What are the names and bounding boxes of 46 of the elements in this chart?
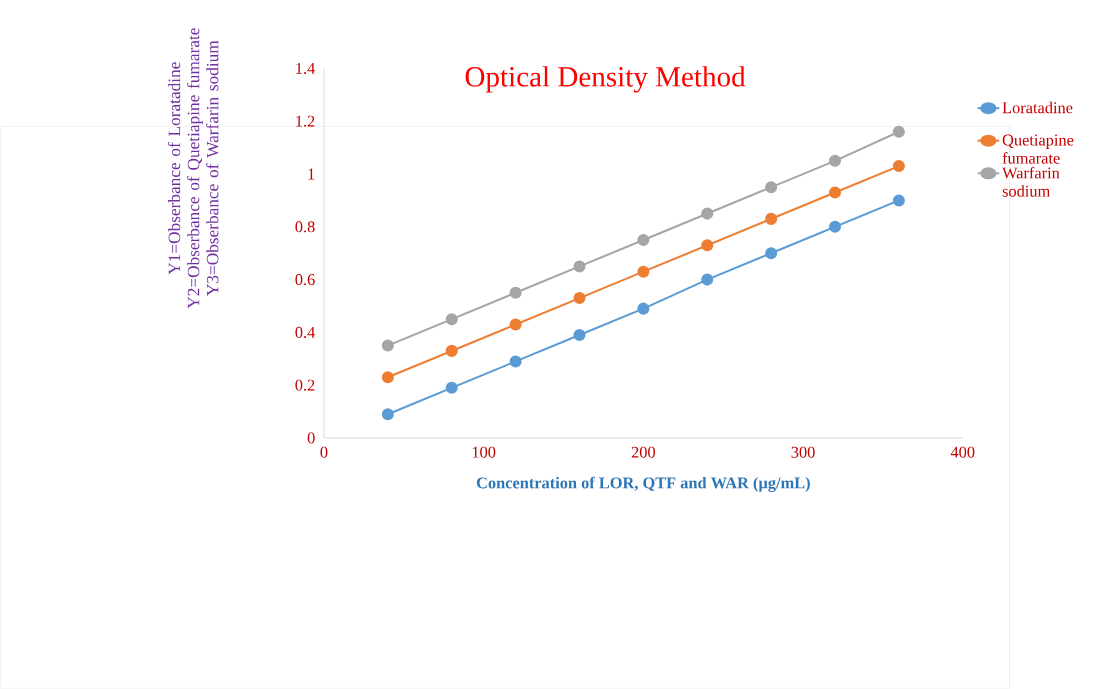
point <box>701 207 714 220</box>
point <box>509 318 522 331</box>
point <box>765 213 778 226</box>
y-tick-label: 1.2 <box>296 115 315 127</box>
point <box>573 329 586 342</box>
x-tick-label: 200 <box>631 446 656 458</box>
point <box>828 220 842 234</box>
x-tick-label: 300 <box>791 446 815 458</box>
point <box>637 234 650 247</box>
point <box>445 345 458 358</box>
point <box>445 313 458 326</box>
point <box>509 355 522 368</box>
legend-label: Warfarin sodium <box>1002 167 1060 197</box>
x-axis-title: Concentration of LOR, QTF and WAR (µg/mL) <box>476 476 810 493</box>
point <box>381 408 394 421</box>
legend-label: Quetiapine fumarate <box>1002 134 1074 164</box>
y-tick-label: 0 <box>307 432 315 444</box>
point <box>828 154 842 168</box>
y-axis-title: Y1=Obserbance of Loratadine Y2=Obserbance of Quetiapine fumarate Y3=Obserbance of Warfarin sodium <box>167 28 219 309</box>
x-tick-label: 0 <box>320 446 328 458</box>
point <box>637 265 650 278</box>
point <box>381 371 394 384</box>
x-tick-label: 100 <box>472 446 496 458</box>
point <box>892 160 905 173</box>
y-tick-label: 0.4 <box>295 327 316 339</box>
y-tick-label: 0.2 <box>295 379 315 391</box>
chart-title: Optical Density Method <box>465 66 746 93</box>
point <box>765 181 778 194</box>
y-tick-label: 0.8 <box>295 221 315 233</box>
point <box>828 186 842 199</box>
y-tick-label: 1 <box>308 168 315 180</box>
point <box>445 382 458 395</box>
point <box>765 247 778 260</box>
point <box>509 286 522 300</box>
y-tick-label: 1.4 <box>296 63 316 75</box>
point <box>381 339 394 352</box>
point <box>637 302 650 315</box>
x-tick-label: 400 <box>950 446 975 458</box>
point <box>573 260 586 273</box>
point <box>701 239 714 252</box>
legend-label: Loratadine <box>1002 102 1073 114</box>
point <box>892 194 905 207</box>
point <box>892 125 905 139</box>
point <box>573 292 586 305</box>
y-tick-label: 0.6 <box>295 274 315 286</box>
point <box>701 273 714 286</box>
